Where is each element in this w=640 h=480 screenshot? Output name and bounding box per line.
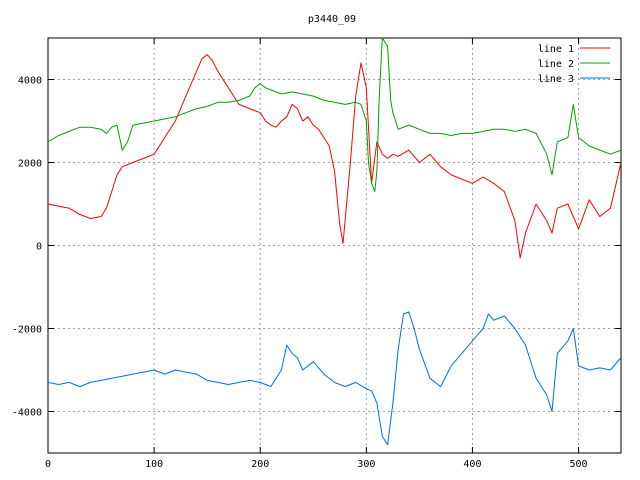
- y-tick-label: -2000: [12, 325, 42, 336]
- y-tick-label: 0: [36, 242, 42, 253]
- x-tick-label: 0: [45, 459, 51, 470]
- y-tick-label: -4000: [12, 408, 42, 419]
- y-tick-label: 4000: [18, 76, 42, 87]
- legend-label: line 2: [538, 59, 574, 70]
- x-tick-label: 100: [145, 459, 163, 470]
- legend-label: line 1: [538, 44, 574, 55]
- legend: line 1 line 2 line 3: [538, 44, 610, 85]
- chart-title: p3440_09: [308, 14, 356, 25]
- series-line-1: [48, 54, 621, 259]
- x-tick-label: 300: [357, 459, 375, 470]
- series-line-3: [48, 311, 621, 446]
- x-tick-label: 200: [251, 459, 269, 470]
- legend-label: line 3: [538, 74, 574, 85]
- y-tick-label: 2000: [18, 159, 42, 170]
- axis-ticks: 0 100 200 300 400 500 -4000 -2000 0 2000 4000: [12, 38, 621, 470]
- x-tick-label: 500: [570, 459, 588, 470]
- x-tick-label: 400: [463, 459, 481, 470]
- grid-lines: [48, 38, 621, 453]
- series-lines: [48, 38, 621, 446]
- series-line-2: [48, 38, 621, 193]
